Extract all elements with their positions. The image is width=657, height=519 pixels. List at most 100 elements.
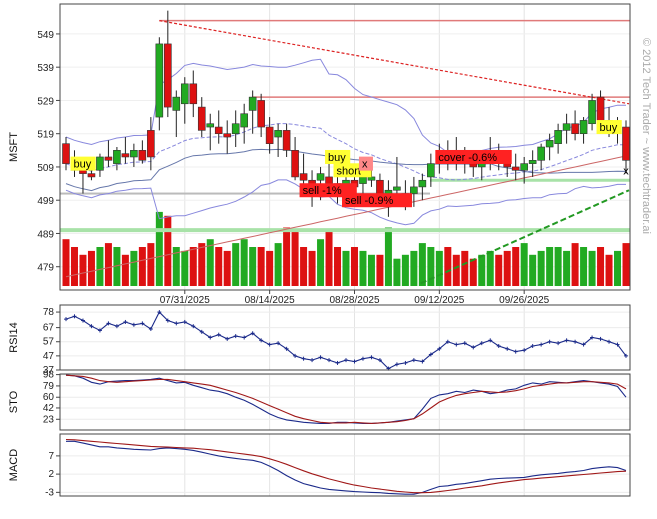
volume-and-hlines — [60, 19, 630, 286]
volume-bar — [427, 247, 435, 286]
y-tick-label: 37 — [43, 365, 55, 376]
volume-bar — [478, 254, 486, 286]
volume-bar — [130, 250, 138, 286]
volume-bar — [87, 250, 95, 286]
volume-bar — [580, 247, 588, 286]
y-tick-label: 47 — [43, 351, 55, 362]
candle-body — [274, 130, 282, 138]
bollinger-lower — [65, 179, 626, 226]
red-trendline — [159, 20, 630, 105]
candle-body — [206, 123, 215, 128]
x-tick-label: 07/31/2025 — [160, 295, 210, 306]
x-tick-label: 08/14/2025 — [245, 295, 295, 306]
volume-bar — [410, 250, 418, 286]
candle-body — [164, 43, 172, 108]
volume-bar — [418, 243, 426, 286]
panel-frame — [59, 433, 631, 497]
volume-bar — [435, 250, 443, 286]
indicator-line — [65, 438, 627, 494]
y-tick-label: 98 — [43, 370, 55, 381]
volume-bar — [240, 239, 248, 286]
volume-bar — [266, 250, 274, 286]
y-tick-label: -3 — [45, 487, 54, 498]
candle-body — [562, 123, 571, 131]
volume-bar — [461, 250, 469, 286]
y-tick-label: 489 — [37, 229, 54, 240]
volume-bar — [147, 243, 155, 286]
volume-bar — [223, 250, 231, 286]
volume-bar — [334, 247, 342, 286]
x-tick-label: 08/28/2025 — [329, 295, 379, 306]
y-tick-label: 529 — [37, 96, 54, 107]
candle-body — [291, 150, 299, 178]
candle-body — [367, 176, 376, 181]
volume-bar — [70, 247, 78, 286]
volume-bar — [546, 247, 554, 286]
y-tick-label: 509 — [37, 163, 54, 174]
support-zone — [60, 228, 630, 233]
panel-frames — [56, 3, 631, 497]
green-trendline — [420, 189, 630, 285]
volume-bar — [444, 247, 452, 286]
volume-bar — [384, 227, 392, 286]
volume-bar — [520, 243, 528, 286]
volume-bar — [588, 250, 596, 286]
x-tick-label: 09/12/2025 — [414, 295, 464, 306]
volume-bar — [614, 250, 622, 286]
candle-body — [257, 100, 265, 128]
volume-bar — [563, 250, 571, 286]
panel-frame — [59, 304, 631, 371]
trade-marker: x — [623, 165, 629, 177]
candle-body — [214, 126, 223, 134]
volume-bar — [215, 247, 223, 286]
y-tick-label: 479 — [37, 263, 54, 274]
candle-body — [410, 186, 418, 194]
trade-label: buy — [73, 159, 91, 171]
candle-body — [265, 126, 274, 144]
candle-body — [588, 100, 596, 125]
candle-body — [223, 133, 232, 138]
candle-body — [138, 150, 147, 161]
candle-body — [528, 160, 537, 164]
candle-body — [427, 163, 435, 178]
volume-bar — [350, 247, 358, 286]
volume-bar — [96, 247, 104, 286]
candle-body — [537, 146, 545, 161]
support-zone — [430, 178, 630, 182]
volume-bar — [291, 231, 299, 286]
volume-bar — [206, 239, 214, 286]
volume-bar — [308, 250, 316, 286]
trade-label: x — [362, 159, 368, 171]
candle-body — [62, 143, 70, 164]
candle-body — [325, 176, 333, 184]
volume-bar — [571, 243, 579, 286]
candle-body — [418, 179, 427, 188]
volume-bar — [503, 250, 511, 286]
volume-bar — [529, 254, 537, 286]
candle-body — [248, 96, 257, 111]
trade-label-bg — [342, 193, 412, 208]
candle-body — [545, 140, 554, 148]
volume-bar — [342, 250, 350, 286]
volume-bar — [249, 247, 257, 286]
volume-bar — [486, 250, 494, 286]
volume-bar — [62, 239, 70, 286]
candle-body — [172, 96, 181, 111]
candle-body — [554, 130, 562, 144]
volume-bar — [512, 247, 520, 286]
volume-bar — [155, 211, 163, 286]
trade-label: sell -0.9% — [345, 195, 394, 207]
candle-body — [596, 96, 605, 121]
volume-bar — [172, 247, 180, 286]
volume-bar — [121, 254, 129, 286]
volume-bar — [79, 254, 87, 286]
y-tick-label: 78 — [43, 307, 55, 318]
panel-ylabel: RSI14 — [8, 322, 20, 353]
moving-average-20 — [65, 123, 626, 181]
candle-body — [96, 156, 104, 171]
y-tick-label: 42 — [43, 403, 55, 414]
candle-body — [155, 43, 164, 118]
y-tick-label: 23 — [43, 414, 55, 425]
